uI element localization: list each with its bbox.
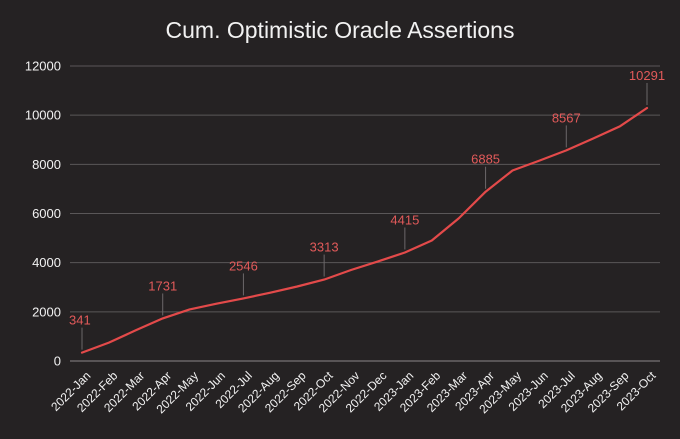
grid-layer bbox=[70, 65, 660, 362]
y-axis-ticks: 0 2000 4000 6000 8000 10000 12000 bbox=[25, 59, 61, 369]
series-layer bbox=[80, 106, 649, 354]
y-tick-label: 8000 bbox=[32, 157, 61, 172]
y-tick-label: 2000 bbox=[32, 304, 61, 319]
x-axis-ticks: 2022-Jan2022-Feb2022-Mar2022-Apr2022-May… bbox=[48, 368, 659, 416]
chart-title: Cum. Optimistic Oracle Assertions bbox=[165, 17, 515, 43]
label-callouts bbox=[81, 83, 648, 350]
data-label: 8567 bbox=[552, 110, 581, 125]
series-line bbox=[80, 106, 649, 354]
data-labels: 341 1731 2546 3313 4415 6885 8567 10291 bbox=[69, 68, 665, 328]
data-label: 3313 bbox=[310, 240, 339, 255]
data-label: 1731 bbox=[148, 278, 177, 293]
data-label: 2546 bbox=[229, 258, 258, 273]
y-tick-label: 0 bbox=[54, 354, 61, 369]
y-tick-label: 6000 bbox=[32, 206, 61, 221]
y-tick-label: 12000 bbox=[25, 59, 61, 74]
data-label: 341 bbox=[69, 313, 91, 328]
data-label: 10291 bbox=[629, 68, 665, 83]
y-tick-label: 4000 bbox=[32, 255, 61, 270]
data-label: 6885 bbox=[471, 152, 500, 167]
data-label: 4415 bbox=[390, 212, 419, 227]
y-tick-label: 10000 bbox=[25, 108, 61, 123]
